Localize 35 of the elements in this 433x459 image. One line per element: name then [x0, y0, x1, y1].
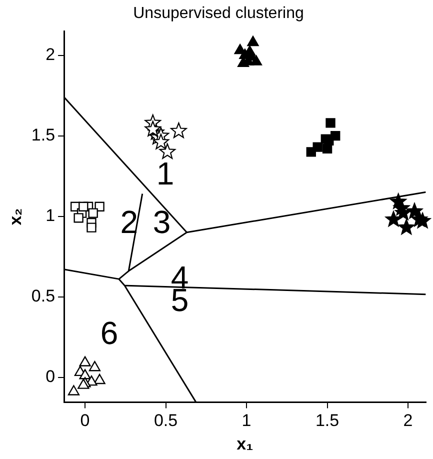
x-tick-label: 0.5 [154, 411, 178, 430]
y-tick-label: 1 [46, 206, 56, 225]
annotation: 2 [120, 204, 138, 240]
y-tick-label: 0.5 [31, 286, 56, 306]
point [320, 134, 331, 144]
x-tick-label: 1 [242, 411, 252, 430]
point [312, 142, 322, 152]
point [68, 385, 80, 396]
y-axis-title: x₂ [6, 208, 25, 226]
point [79, 356, 91, 366]
point [74, 213, 84, 223]
annotation: 3 [152, 204, 171, 240]
annotation: 1 [156, 156, 174, 192]
point [247, 36, 259, 46]
chart-title: Unsupervised clustering [133, 5, 304, 22]
point [144, 120, 162, 136]
point [86, 222, 96, 232]
x-tick-label: 0 [80, 411, 90, 430]
x-axis-title: x₁ [236, 434, 254, 454]
point [88, 360, 101, 372]
point [78, 202, 88, 212]
point [94, 374, 106, 384]
point [326, 118, 336, 128]
y-tick-label: 1.5 [31, 126, 56, 145]
point [170, 122, 187, 138]
point [395, 204, 412, 220]
annotation: 6 [100, 315, 118, 352]
x-tick-label: 1.5 [315, 411, 340, 430]
point [152, 134, 170, 150]
y-tick-label: 2 [46, 45, 56, 64]
x-tick-label: 2 [403, 411, 413, 430]
point [88, 208, 98, 218]
point [398, 219, 415, 235]
y-tick-label: 0 [46, 366, 56, 386]
point [159, 143, 176, 159]
